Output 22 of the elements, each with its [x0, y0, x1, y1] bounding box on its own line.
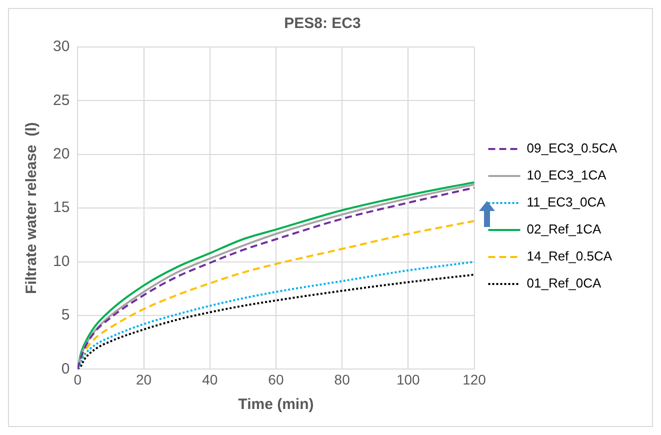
y-tick-label: 20 [52, 146, 70, 163]
x-tick-label: 80 [334, 371, 350, 388]
y-tick-label: 10 [52, 252, 70, 270]
x-tick-label: 100 [396, 371, 420, 388]
legend-label: 14_Ref_0.5CA [526, 248, 612, 264]
x-tick-label: 20 [136, 371, 152, 388]
legend-label: 11_EC3_0CA [526, 194, 606, 210]
legend-label: 01_Ref_0CA [526, 276, 602, 291]
x-tick-label: 60 [268, 371, 284, 388]
x-tick-label: 0 [74, 371, 82, 388]
y-axis-title: Filtrate water release (l) [23, 122, 40, 294]
y-tick-label: 30 [52, 38, 70, 56]
y-tick-label: 5 [61, 306, 70, 324]
x-tick-label: 40 [202, 371, 218, 388]
chart-title: PES8: EC3 [284, 15, 361, 32]
x-axis-title: Time (min) [238, 396, 314, 414]
legend-label: 10_EC3_1CA [526, 168, 607, 183]
y-tick-label: 25 [52, 92, 70, 109]
legend-label: 09_EC3_0.5CA [526, 140, 618, 156]
x-tick-label: 120 [462, 371, 486, 388]
legend-label: 02_Ref_1CA [526, 222, 602, 237]
y-tick-label: 15 [52, 199, 70, 216]
